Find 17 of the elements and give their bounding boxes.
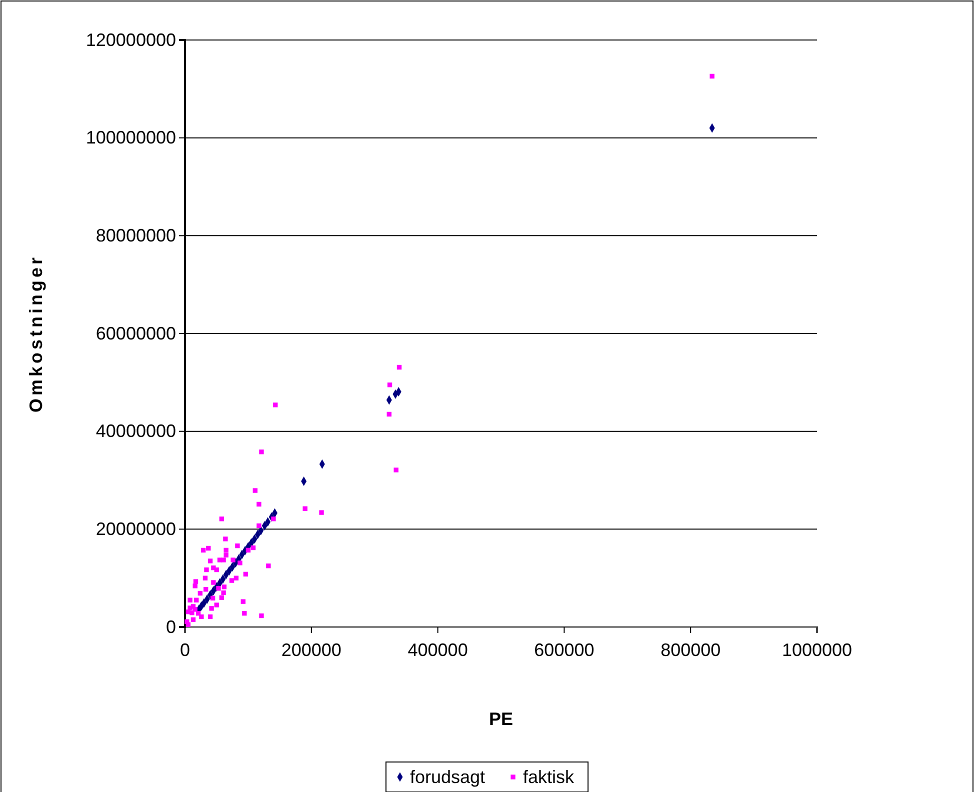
x-tick-label: 400000 [408, 640, 468, 660]
legend-label: forudsagt [410, 767, 486, 787]
y-tick-label: 80000000 [96, 225, 176, 246]
y-tick-label: 20000000 [96, 518, 176, 539]
y-tick-label: 60000000 [96, 323, 176, 344]
y-tick-label: 40000000 [96, 421, 176, 442]
x-axis-title: PE [488, 709, 514, 729]
y-tick-label: 120000000 [86, 30, 176, 50]
x-tick-label: 0 [180, 640, 190, 660]
y-axis-title: Omkostninger [26, 254, 46, 413]
y-tick-label: 100000000 [86, 128, 176, 148]
x-tick-label: 800000 [660, 640, 721, 660]
x-tick-label: 1000000 [782, 640, 852, 660]
x-tick-label: 200000 [281, 640, 342, 660]
x-tick-label: 600000 [534, 640, 594, 660]
y-tick-label: 0 [166, 616, 176, 637]
legend-label: faktisk [523, 767, 576, 787]
